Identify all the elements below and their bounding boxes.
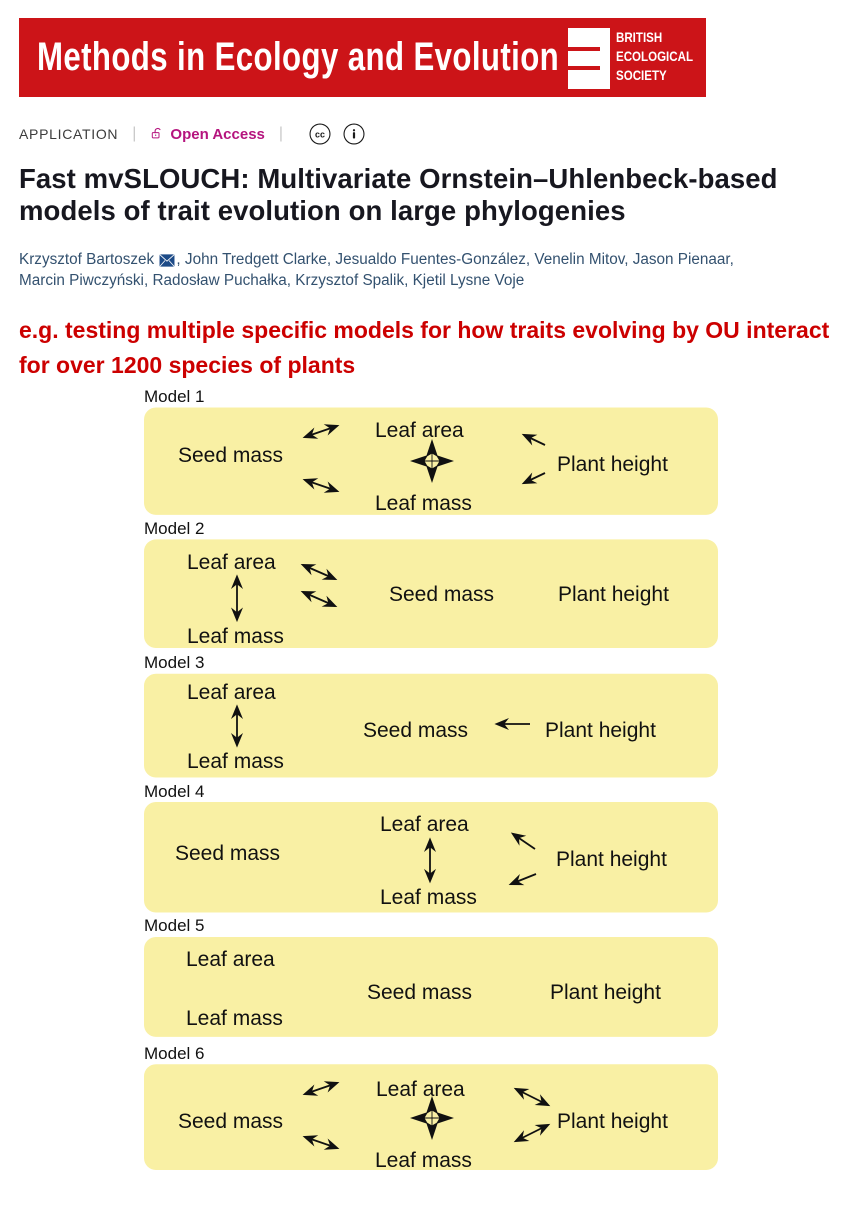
svg-text:Leaf area: Leaf area (375, 419, 464, 442)
svg-text:Model 2: Model 2 (144, 519, 204, 538)
svg-text:Plant height: Plant height (558, 583, 669, 606)
svg-text:Seed mass: Seed mass (389, 583, 494, 606)
svg-text:Model 1: Model 1 (144, 387, 204, 406)
svg-text:Leaf mass: Leaf mass (375, 492, 472, 515)
svg-text:Model 5: Model 5 (144, 916, 204, 935)
svg-text:Leaf area: Leaf area (187, 681, 276, 704)
svg-text:Leaf mass: Leaf mass (187, 625, 284, 648)
svg-text:Seed mass: Seed mass (178, 444, 283, 467)
svg-text:Model 3: Model 3 (144, 653, 204, 672)
svg-text:Leaf mass: Leaf mass (187, 750, 284, 773)
svg-text:Seed mass: Seed mass (175, 842, 280, 865)
svg-text:Leaf area: Leaf area (376, 1078, 465, 1101)
svg-text:Leaf mass: Leaf mass (380, 886, 477, 909)
svg-text:Leaf area: Leaf area (186, 948, 275, 971)
svg-text:Model 6: Model 6 (144, 1044, 204, 1063)
svg-text:Model 4: Model 4 (144, 782, 204, 801)
svg-text:cc: cc (315, 129, 325, 139)
svg-text:Leaf mass: Leaf mass (186, 1007, 283, 1030)
svg-text:Leaf area: Leaf area (187, 551, 276, 574)
svg-text:Plant height: Plant height (557, 1110, 668, 1133)
svg-text:Plant height: Plant height (550, 981, 661, 1004)
svg-text:Leaf mass: Leaf mass (375, 1149, 472, 1172)
svg-text:Seed mass: Seed mass (178, 1110, 283, 1133)
svg-text:Plant height: Plant height (556, 848, 667, 871)
svg-text:Plant height: Plant height (545, 719, 656, 742)
svg-text:Plant height: Plant height (557, 453, 668, 476)
svg-text:Seed mass: Seed mass (367, 981, 472, 1004)
svg-text:Leaf area: Leaf area (380, 813, 469, 836)
svg-text:Seed mass: Seed mass (363, 719, 468, 742)
